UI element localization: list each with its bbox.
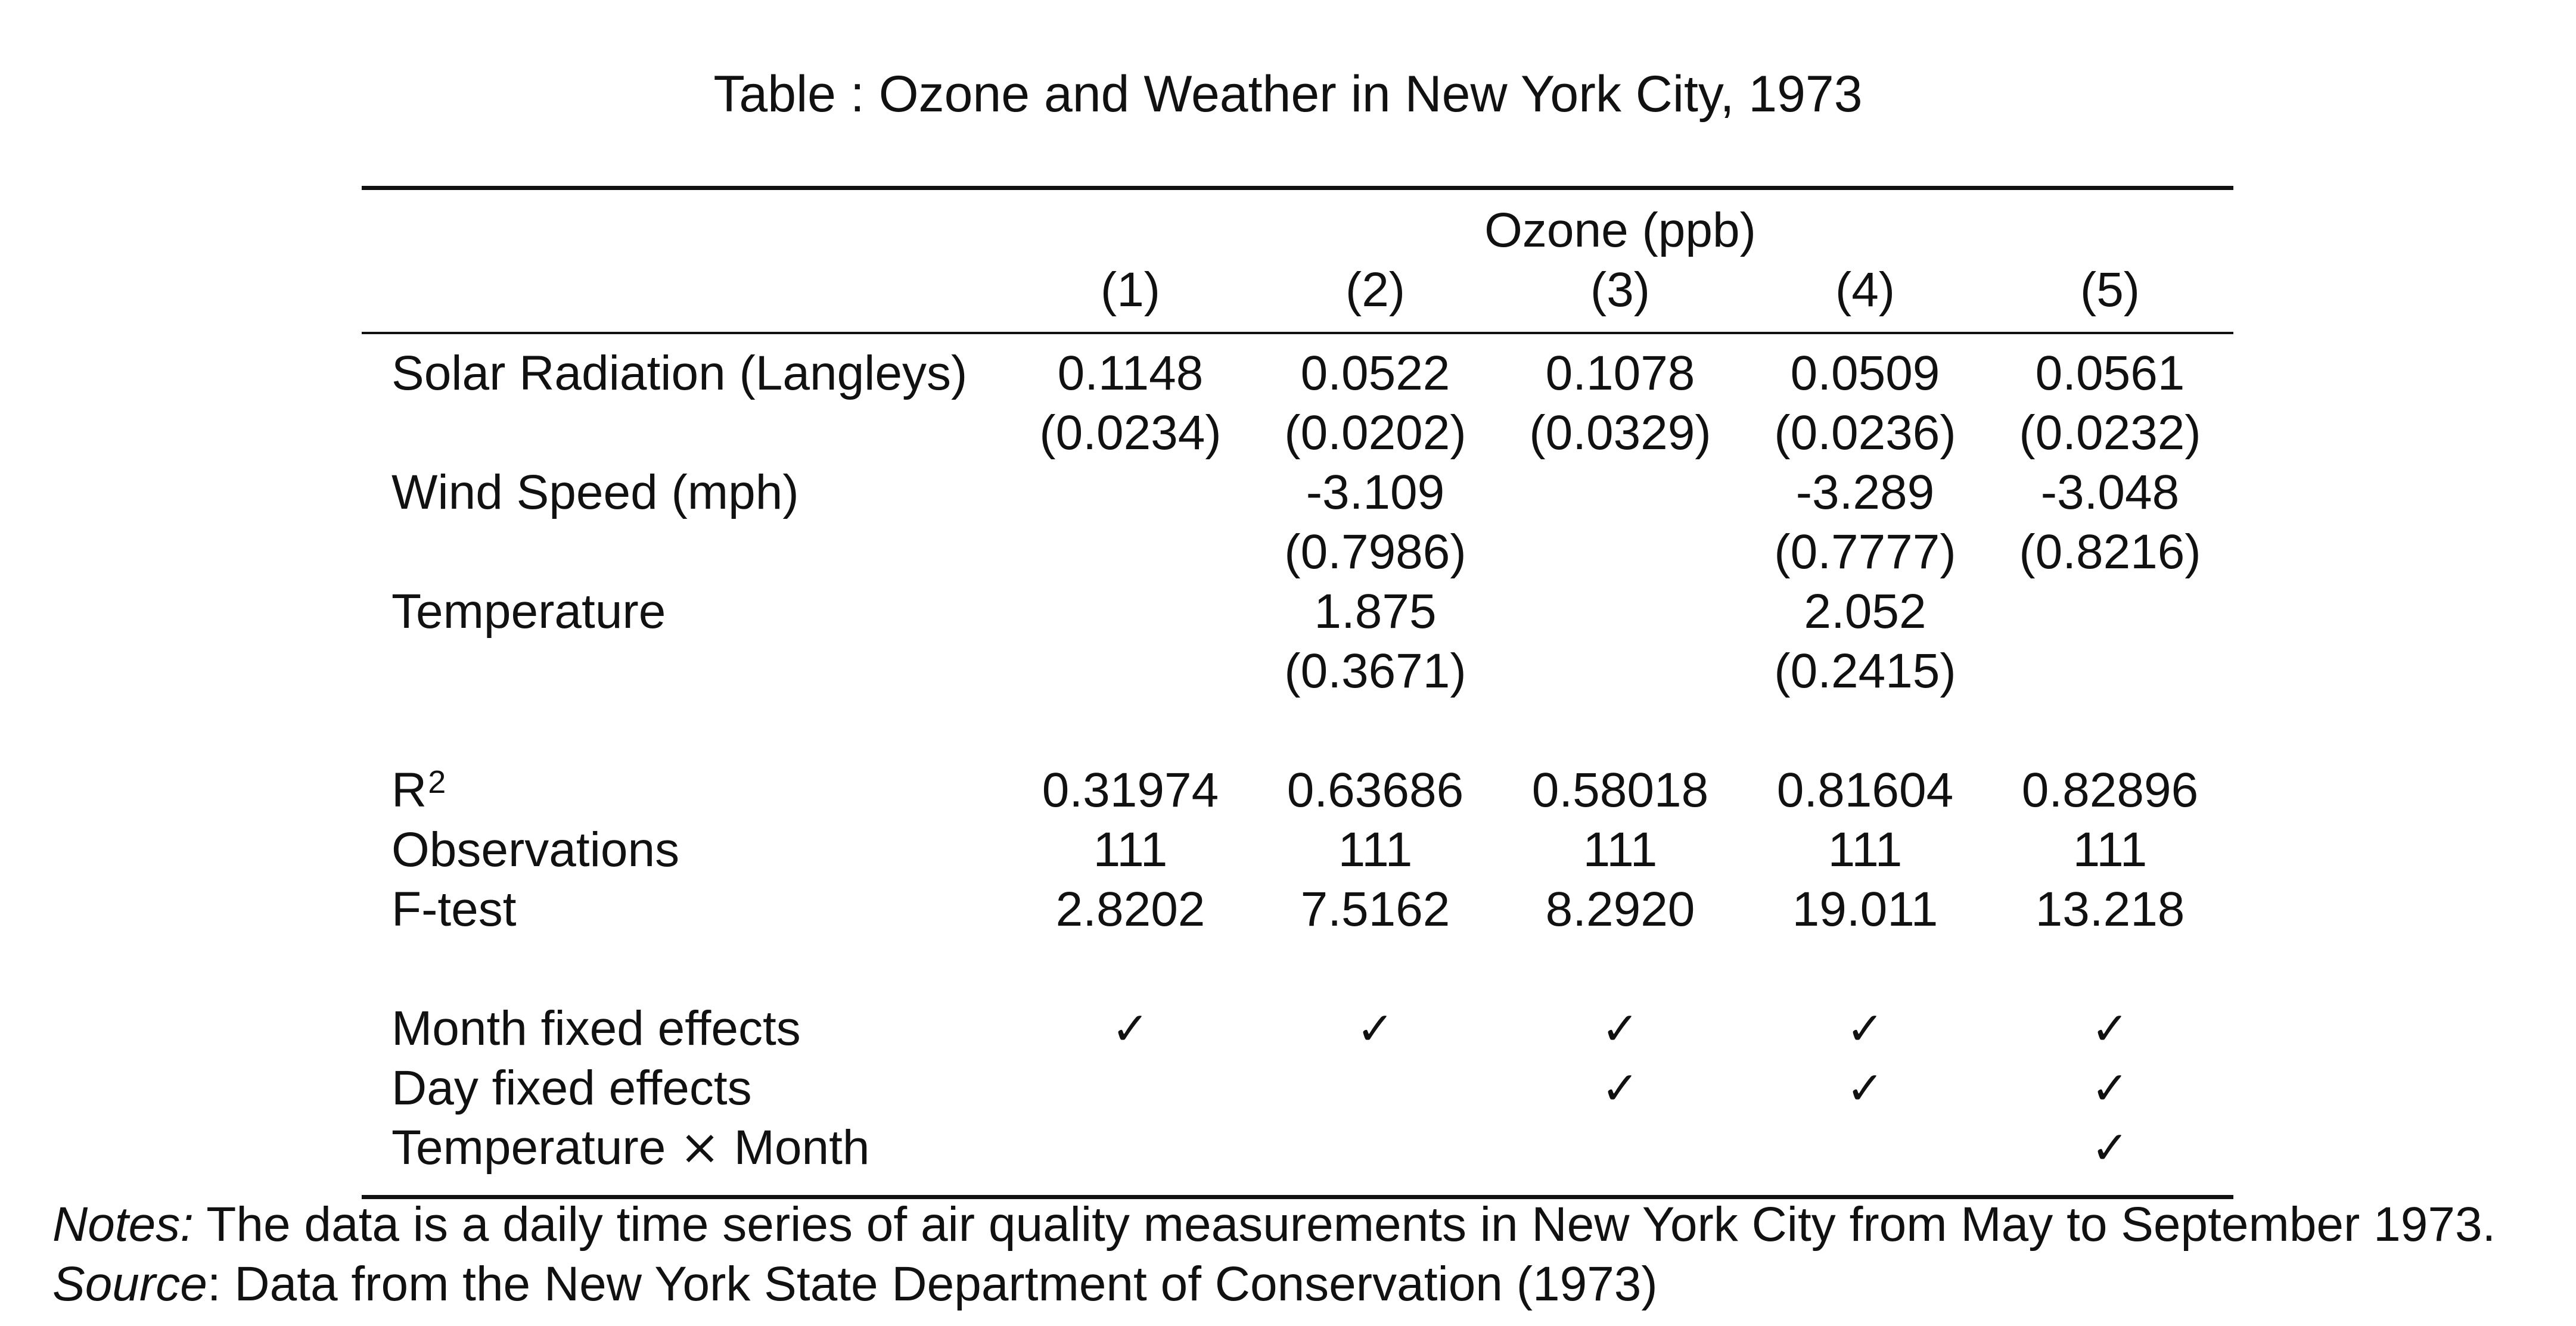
- top-rule: [362, 186, 2233, 190]
- notes-text: The data is a daily time series of air q…: [194, 1197, 2496, 1252]
- statistic-value: 0.81604: [1776, 763, 1954, 817]
- std-error: (0.0329): [1529, 406, 1711, 460]
- column-header-row: (1) (2) (3) (4) (5): [362, 260, 2233, 320]
- std-error: (0.2415): [1774, 644, 1956, 698]
- statistic-value: 19.011: [1792, 882, 1938, 936]
- statistic-value: 13.218: [2035, 882, 2185, 936]
- column-header: (2): [1345, 263, 1406, 317]
- column-header: (4): [1835, 263, 1896, 317]
- coefficient-estimate: 0.0522: [1300, 346, 1450, 400]
- row-label: R2: [391, 761, 446, 820]
- statistic-row: F-test 2.8202 7.5162 8.2920 19.011 13.21…: [362, 880, 2233, 939]
- statistic-value: 0.63686: [1287, 763, 1464, 817]
- coefficient-estimate: 0.1078: [1545, 346, 1695, 400]
- coefficient-estimate: 0.0509: [1790, 346, 1940, 400]
- statistic-row: Observations 111 111 111 111 111: [362, 820, 2233, 880]
- check-mark-icon: ✓: [1846, 1002, 1884, 1055]
- statistic-value: 0.31974: [1042, 763, 1219, 817]
- row-label: Wind Speed (mph): [391, 465, 799, 519]
- check-mark-icon: ✓: [2091, 1002, 2129, 1055]
- coefficient-estimate: -3.289: [1795, 465, 1935, 519]
- std-error: (0.0202): [1284, 406, 1466, 460]
- statistic-value: 2.8202: [1055, 882, 1205, 936]
- dependent-variable-row: Ozone (ppb): [362, 201, 2233, 260]
- std-error-row: (0.7986) (0.7777) (0.8216): [362, 522, 2233, 582]
- table-source: Source: Data from the New York State Dep…: [52, 1255, 1658, 1314]
- std-error: (0.7777): [1774, 525, 1956, 579]
- row-label: Observations: [391, 823, 680, 877]
- statistic-value: 111: [1583, 823, 1658, 877]
- std-error-row: (0.0234) (0.0202) (0.0329) (0.0236) (0.0…: [362, 403, 2233, 463]
- coefficient-estimate: 1.875: [1314, 584, 1437, 639]
- check-mark-icon: ✓: [1846, 1062, 1884, 1115]
- header-rule: [362, 332, 2233, 334]
- fixed-effect-row: Day fixed effects ✓ ✓ ✓: [362, 1059, 2233, 1118]
- notes-label: Notes:: [52, 1197, 194, 1252]
- std-error: (0.0232): [2019, 406, 2201, 460]
- table-caption: Table : Ozone and Weather in New York Ci…: [713, 66, 1863, 123]
- interaction-label-part: Month: [720, 1120, 870, 1175]
- statistic-value: 111: [1093, 823, 1168, 877]
- coefficient-row: Wind Speed (mph) -3.109 -3.289 -3.048: [362, 463, 2233, 522]
- r-squared-superscript: 2: [428, 764, 446, 800]
- coefficient-estimate: 0.0561: [2035, 346, 2185, 400]
- std-error: (0.3671): [1284, 644, 1466, 698]
- r-squared-label: R: [391, 763, 427, 817]
- dependent-variable-label: Ozone (ppb): [1484, 203, 1756, 257]
- statistic-value: 111: [2072, 823, 2148, 877]
- table-notes: Notes: The data is a daily time series o…: [52, 1195, 2496, 1255]
- fixed-effect-row: Month fixed effects ✓ ✓ ✓ ✓ ✓: [362, 999, 2233, 1059]
- column-header: (3): [1590, 263, 1651, 317]
- coefficient-estimate: 0.1148: [1057, 346, 1204, 400]
- bottom-rule: [362, 1195, 2233, 1199]
- times-symbol: ×: [679, 1119, 720, 1176]
- column-header: (5): [2080, 263, 2140, 317]
- row-label: Temperature × Month: [391, 1118, 870, 1178]
- interaction-label-part: Temperature: [391, 1120, 680, 1175]
- std-error-row: (0.3671) (0.2415): [362, 642, 2233, 701]
- statistic-value: 0.82896: [2021, 763, 2199, 817]
- row-label: Temperature: [391, 584, 666, 639]
- fixed-effect-row: Temperature × Month ✓: [362, 1118, 2233, 1178]
- column-header: (1): [1100, 263, 1161, 317]
- std-error: (0.0234): [1039, 406, 1222, 460]
- std-error: (0.0236): [1774, 406, 1956, 460]
- statistic-value: 7.5162: [1300, 882, 1450, 936]
- coefficient-row: Solar Radiation (Langleys) 0.1148 0.0522…: [362, 344, 2233, 403]
- coefficient-estimate: 2.052: [1804, 584, 1926, 639]
- check-mark-icon: ✓: [1601, 1002, 1639, 1055]
- std-error: (0.8216): [2019, 525, 2201, 579]
- std-error: (0.7986): [1284, 525, 1466, 579]
- source-text: : Data from the New York State Departmen…: [207, 1257, 1658, 1311]
- coefficient-row: Temperature 1.875 2.052: [362, 582, 2233, 642]
- check-mark-icon: ✓: [1356, 1002, 1394, 1055]
- source-label: Source: [52, 1257, 207, 1311]
- statistic-value: 111: [1828, 823, 1903, 877]
- check-mark-icon: ✓: [1601, 1062, 1639, 1115]
- check-mark-icon: ✓: [2091, 1121, 2129, 1174]
- row-label: Month fixed effects: [391, 1001, 801, 1056]
- coefficient-estimate: -3.048: [2040, 465, 2180, 519]
- row-label: Solar Radiation (Langleys): [391, 346, 968, 400]
- row-label: Day fixed effects: [391, 1061, 752, 1115]
- coefficient-estimate: -3.109: [1306, 465, 1445, 519]
- statistic-row: R2 0.31974 0.63686 0.58018 0.81604 0.828…: [362, 761, 2233, 820]
- statistic-value: 8.2920: [1545, 882, 1695, 936]
- row-label: F-test: [391, 882, 517, 936]
- check-mark-icon: ✓: [1111, 1002, 1149, 1055]
- statistic-value: 111: [1338, 823, 1413, 877]
- check-mark-icon: ✓: [2091, 1062, 2129, 1115]
- statistic-value: 0.58018: [1531, 763, 1709, 817]
